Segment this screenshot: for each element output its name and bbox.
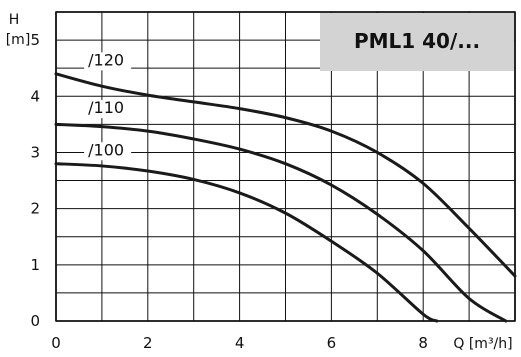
series-group (54, 72, 517, 323)
y-tick-label: 0 (30, 312, 40, 330)
x-axis-title: Q [m³/h] (453, 336, 512, 352)
chart-title: PML1 40/... (354, 29, 480, 53)
y-ticks: 0 1 2 3 4 5 (30, 31, 40, 330)
series-line-1 (54, 72, 517, 278)
series-line-3 (54, 162, 439, 323)
y-axis-title-line-1: H (9, 12, 20, 28)
x-tick-label: 4 (235, 334, 245, 352)
x-tick-label: 0 (51, 334, 61, 352)
x-tick-label: 2 (143, 334, 153, 352)
series-label: /110 (88, 98, 124, 117)
x-ticks: 0 2 4 6 8 (51, 334, 428, 352)
y-axis-title-line-2: [m] (6, 32, 31, 48)
y-tick-label: 5 (30, 31, 40, 49)
title-box-background (320, 13, 514, 71)
series-label: /120 (88, 50, 124, 69)
series-label-background (84, 52, 132, 71)
y-tick-label: 2 (30, 200, 40, 218)
y-tick-label: 4 (30, 87, 40, 105)
series-label-background (84, 100, 132, 119)
x-tick-label: 6 (327, 334, 337, 352)
x-tick-label: 8 (418, 334, 428, 352)
plot-frame (55, 11, 516, 322)
y-tick-label: 1 (30, 256, 40, 274)
series-line-2 (54, 122, 508, 323)
series-labels: /120/110/100 (84, 50, 132, 161)
y-tick-label: 3 (30, 143, 40, 161)
series-label-background (84, 142, 132, 161)
title-box: PML1 40/... (320, 13, 514, 71)
series-label: /100 (88, 140, 124, 159)
